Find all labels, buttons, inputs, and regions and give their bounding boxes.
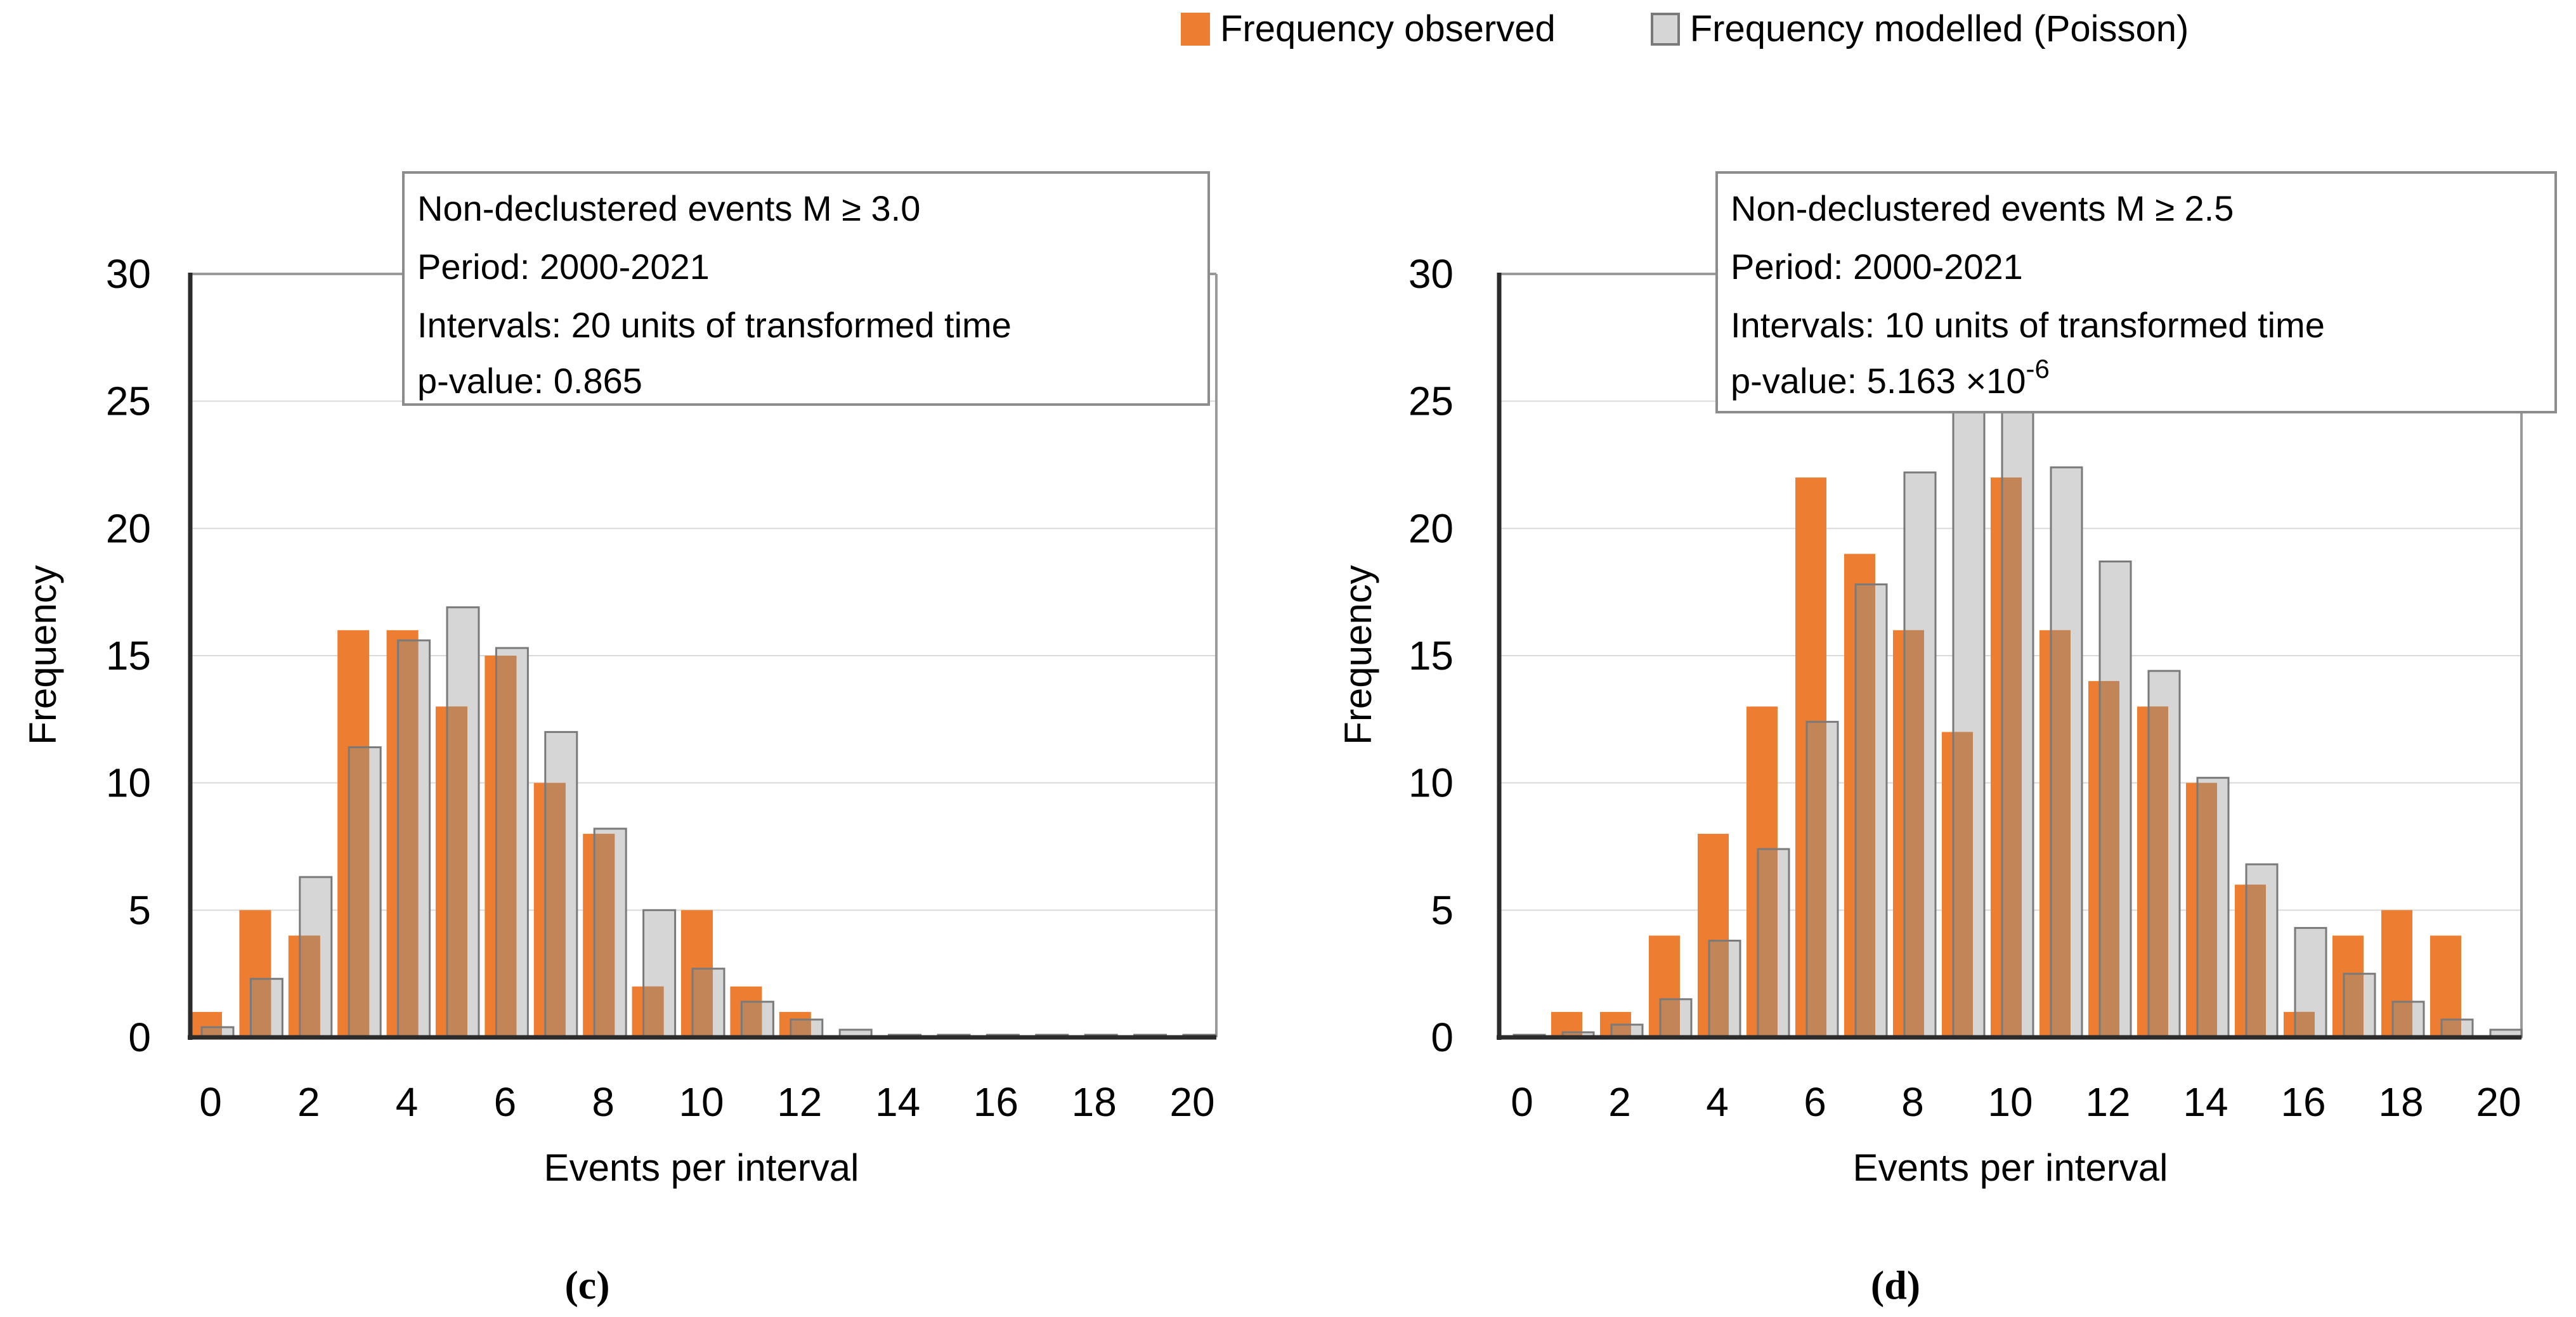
bar-overlap-region (2344, 973, 2364, 1037)
bar-overlap-region (2442, 1019, 2461, 1037)
bar-overlap-region (202, 1027, 222, 1037)
annotation-line: Period: 2000-2021 (1731, 247, 2023, 287)
bar-overlap-region (2393, 1001, 2412, 1037)
panel-d-plot-layer: 0 5 10 15 20 25 30 0 2 4 6 8 10 12 14 16 18 20 (1408, 251, 2523, 1125)
bar-overlap-region (2002, 477, 2022, 1037)
bar-overlap-region (398, 640, 419, 1037)
x-tick-label: 0 (1511, 1079, 1533, 1125)
legend: Frequency observed Frequency modelled (P… (1181, 8, 2189, 50)
y-tick-label: 0 (1431, 1015, 1454, 1060)
y-tick-label: 30 (1408, 251, 1454, 297)
legend-label-modelled: Frequency modelled (Poisson) (1689, 8, 2189, 49)
bar-overlap-region (2197, 782, 2217, 1037)
x-tick-label: 8 (592, 1079, 615, 1125)
x-tick-label: 20 (2476, 1079, 2521, 1125)
x-axis-title-d: Events per interval (1853, 1146, 2168, 1189)
bar-overlap-region (643, 986, 664, 1037)
annotation-line: Non-declustered events M ≥ 2.5 (1731, 188, 2234, 228)
y-tick-label: 25 (1408, 379, 1454, 424)
y-tick-label: 0 (128, 1015, 151, 1060)
bar-overlap-region (1563, 1032, 1582, 1037)
p-value-exponent: -6 (2026, 354, 2049, 384)
p-value-text: p-value: 5.163 ×10 (1731, 361, 2026, 401)
panel-c-plot-layer: 0 5 10 15 20 25 30 0 2 4 6 8 10 12 14 16 18 20 (106, 251, 1218, 1125)
y-tick-label: 30 (106, 251, 151, 297)
x-tick-label: 10 (1987, 1079, 2033, 1125)
bar-overlap-region (1660, 999, 1680, 1037)
y-tick-label: 20 (106, 505, 151, 551)
bar-overlap-region (447, 706, 467, 1037)
legend-item-modelled: Frequency modelled (Poisson) (1650, 8, 2189, 50)
annotation-box-c (402, 171, 1210, 406)
bar-overlap-region (2149, 706, 2168, 1037)
bar-overlap-region (1904, 630, 1924, 1037)
x-tick-label: 6 (494, 1079, 517, 1125)
bar-overlap-region (2100, 681, 2119, 1037)
x-tick-label: 20 (1169, 1079, 1214, 1125)
x-tick-label: 4 (396, 1079, 419, 1125)
bar-overlap-region (1953, 732, 1973, 1037)
bar-overlap-region (2246, 885, 2266, 1037)
x-tick-label: 14 (875, 1079, 920, 1125)
x-tick-label: 4 (1706, 1079, 1729, 1125)
y-tick-label: 5 (128, 887, 151, 933)
bar-overlap-region (2051, 630, 2071, 1037)
bar-overlap-region (1807, 722, 1826, 1037)
annotation-line: Intervals: 10 units of transformed time (1731, 305, 2325, 345)
annotation-box-d (1715, 171, 2557, 413)
observed-swatch-icon (1181, 12, 1210, 46)
y-tick-label: 10 (106, 760, 151, 806)
annotation-line-pvalue: p-value: 0.865 (417, 361, 642, 401)
bar-overlap-region (741, 1001, 762, 1037)
y-tick-label: 20 (1408, 505, 1454, 551)
annotation-line: Period: 2000-2021 (417, 247, 710, 287)
bar-overlap-region (594, 833, 615, 1037)
bar-overlap-region (1709, 940, 1729, 1037)
x-tick-label: 12 (777, 1079, 822, 1125)
panel-label-c: (c) (564, 1262, 609, 1307)
bar-overlap-region (790, 1019, 811, 1037)
annotation-line-pvalue: p-value: 5.163 ×10-6 (1731, 354, 2050, 401)
bar-overlap-region (496, 656, 517, 1037)
x-tick-label: 18 (2378, 1079, 2423, 1125)
bar-overlap-region (1758, 849, 1778, 1037)
x-tick-label: 2 (297, 1079, 320, 1125)
x-tick-label: 18 (1072, 1079, 1117, 1125)
x-tick-label: 12 (2085, 1079, 2130, 1125)
bar-overlap-region (1856, 584, 1875, 1037)
bar-overlap-region (299, 935, 320, 1037)
bar-overlap-region (1611, 1024, 1631, 1037)
x-tick-label: 10 (679, 1079, 724, 1125)
y-axis-title-d: Frequency (1337, 565, 1379, 744)
annotation-line: Intervals: 20 units of transformed time (417, 305, 1012, 345)
legend-item-observed: Frequency observed (1181, 8, 1556, 50)
x-tick-label: 14 (2183, 1079, 2228, 1125)
y-tick-label: 15 (106, 633, 151, 678)
x-tick-label: 16 (2280, 1079, 2326, 1125)
x-tick-label: 6 (1804, 1079, 1826, 1125)
bar-overlap-region (250, 978, 271, 1037)
bar-overlap-region (545, 782, 566, 1037)
legend-label-observed: Frequency observed (1220, 8, 1556, 49)
modelled-swatch-icon (1650, 12, 1680, 46)
panel-label-d: (d) (1871, 1262, 1920, 1307)
x-tick-label: 16 (973, 1079, 1018, 1125)
x-tick-label: 8 (1901, 1079, 1924, 1125)
bar-overlap-region (693, 968, 713, 1037)
x-tick-label: 0 (199, 1079, 222, 1125)
bar-overlap-region (349, 747, 370, 1037)
annotation-line: Non-declustered events M ≥ 3.0 (417, 188, 920, 228)
p-value-text: p-value: 0.865 (417, 361, 642, 401)
y-tick-label: 5 (1431, 887, 1454, 933)
x-axis-title-c: Events per interval (544, 1146, 859, 1189)
y-axis-title-c: Frequency (22, 565, 64, 744)
y-tick-label: 25 (106, 379, 151, 424)
x-tick-label: 2 (1608, 1079, 1631, 1125)
y-tick-label: 10 (1408, 760, 1454, 806)
y-tick-label: 15 (1408, 633, 1454, 678)
bar-overlap-region (2295, 1011, 2315, 1037)
